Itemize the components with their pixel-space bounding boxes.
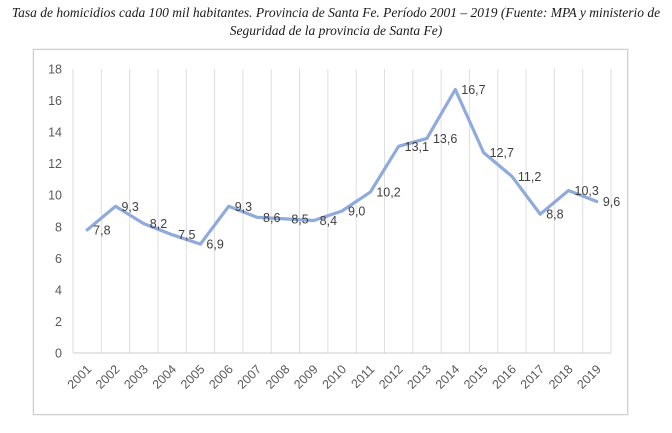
homicide-rate-line-chart: 0246810121416182001200220032004200520062… [48, 63, 620, 392]
data-label: 8,2 [150, 217, 167, 231]
x-tick-label: 2006 [206, 362, 236, 392]
data-label: 11,2 [518, 170, 541, 184]
y-tick-label: 2 [55, 315, 62, 329]
x-tick-label: 2013 [405, 362, 435, 392]
x-tick-label: 2010 [320, 362, 350, 392]
y-tick-label: 12 [48, 157, 62, 171]
data-label: 13,6 [433, 132, 457, 146]
x-tick-label: 2003 [121, 362, 151, 392]
data-label: 9,3 [121, 200, 138, 214]
x-tick-label: 2014 [433, 362, 463, 392]
x-tick-label: 2012 [376, 362, 406, 392]
y-tick-label: 16 [48, 94, 62, 108]
data-label: 8,8 [546, 208, 563, 222]
data-label: 8,6 [263, 211, 280, 225]
x-tick-label: 2017 [518, 362, 548, 392]
x-tick-label: 2008 [263, 362, 293, 392]
data-label: 7,8 [93, 223, 110, 237]
y-tick-label: 8 [55, 220, 62, 234]
y-tick-label: 0 [55, 347, 62, 361]
data-label: 10,2 [376, 186, 400, 200]
x-tick-label: 2016 [489, 362, 519, 392]
x-tick-label: 2015 [461, 362, 491, 392]
data-label: 16,7 [461, 83, 485, 97]
data-label: 9,6 [603, 195, 620, 209]
x-tick-label: 2019 [574, 362, 604, 392]
data-label: 13,1 [405, 140, 429, 154]
data-label: 10,3 [575, 184, 599, 198]
y-tick-label: 14 [48, 126, 62, 140]
data-label: 8,4 [320, 214, 337, 228]
x-tick-label: 2004 [150, 362, 180, 392]
y-tick-label: 6 [55, 252, 62, 266]
x-tick-label: 2002 [93, 362, 123, 392]
series-line [85, 87, 599, 246]
x-tick-label: 2011 [349, 362, 378, 391]
x-tick-label: 2007 [235, 362, 265, 392]
data-label: 6,9 [206, 238, 223, 252]
x-tick-label: 2001 [65, 362, 95, 392]
x-tick-label: 2018 [546, 362, 576, 392]
chart-frame: 0 2 4 6 8 10 12 14 16 18 2001 2002 2003 2004 2005 2006 2… [33, 49, 628, 415]
data-label: 9,3 [235, 200, 252, 214]
y-tick-label: 10 [48, 189, 62, 203]
data-label: 7,5 [178, 228, 195, 242]
x-tick-label: 2005 [178, 362, 208, 392]
y-tick-label: 4 [55, 283, 62, 297]
chart-title: Tasa de homicidios cada 100 mil habitant… [11, 5, 661, 38]
data-label: 8,5 [291, 212, 308, 226]
x-tick-label: 2009 [291, 362, 321, 392]
y-tick-label: 18 [48, 63, 62, 77]
data-label: 12,7 [490, 146, 514, 160]
data-label: 9,0 [348, 205, 365, 219]
